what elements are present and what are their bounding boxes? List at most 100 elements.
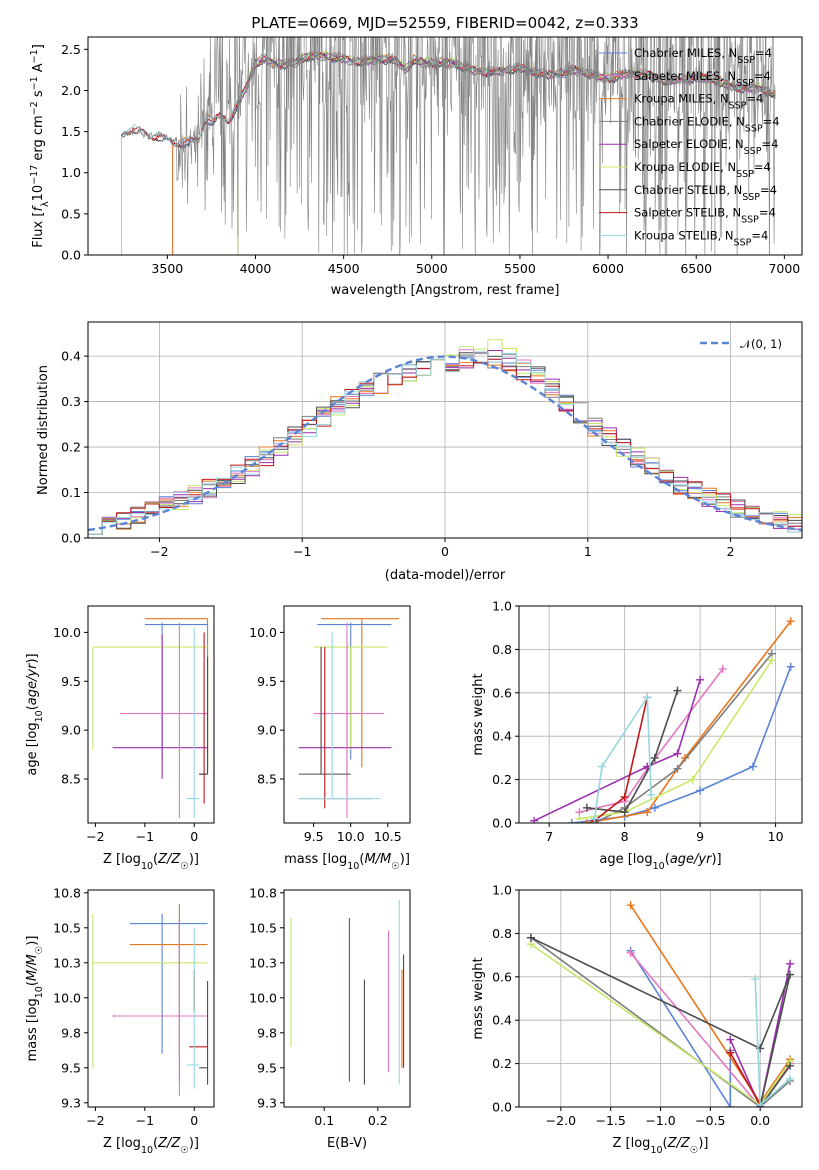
data-point-salpeter_elodie (673, 749, 682, 758)
y-tick-label: 0.4 (492, 1013, 512, 1028)
y-tick-label: 0.4 (61, 349, 81, 364)
axes-frame (283, 889, 411, 1108)
label-part: SSP (736, 169, 754, 180)
y-tick-label: 9.8 (257, 1025, 277, 1040)
data-point-chabrier_miles (726, 1103, 735, 1107)
label-part: 10 (141, 861, 153, 872)
label-part: 10 (650, 1145, 662, 1156)
plot-area (92, 618, 209, 819)
data-point-kroupa_stelib (756, 1100, 765, 1107)
axes-frame (283, 605, 411, 824)
x-tick-label: −2 (86, 829, 104, 844)
axes-frame (87, 889, 215, 1108)
data-point-salpeter_miles (626, 948, 635, 957)
y-tick-label: 0.8 (492, 926, 512, 941)
data-point-chabrier_miles (748, 762, 757, 771)
x-tick-label: −0.5 (695, 1113, 725, 1128)
x-tick-label: 0.2 (368, 1113, 388, 1128)
label-part: ] (31, 44, 46, 49)
data-point-chabrier_stelib (786, 970, 795, 979)
series-line-salpeter_miles (579, 668, 724, 813)
data-point-chabrier_elodie (673, 764, 682, 773)
observed-spectrum (121, 37, 776, 255)
x-tick-label: −2 (150, 544, 168, 559)
data-point-kroupa_miles (643, 808, 652, 817)
axes-frame (518, 605, 803, 824)
y-tick-label: 9.8 (61, 1025, 81, 1040)
x-tick-label: −1 (136, 1113, 154, 1128)
data-point-salpeter_elodie (786, 959, 795, 968)
y-tick-label: 0.2 (492, 1056, 512, 1071)
label-part: Salpeter STELIB, N (634, 206, 741, 220)
x-tick-label: 0 (190, 829, 198, 844)
data-point-kroupa_stelib (786, 1074, 795, 1083)
data-point-kroupa_elodie (575, 814, 584, 823)
data-point-kroupa_miles (582, 819, 591, 823)
data-point-chabrier_stelib (582, 803, 591, 812)
data-point-chabrier_stelib (620, 808, 629, 817)
y-tick-label: 9.5 (257, 674, 277, 689)
legend-entry: Chabrier ELODIE, NSSP=4 (634, 114, 780, 133)
y-tick-label: 0.8 (492, 642, 512, 657)
residuals-panel: −2 −1 0 1 2 0.0 0.1 0.2 0.3 0.4 (data-model)/error… (36, 321, 803, 583)
axes-frame (87, 605, 215, 824)
y-tick-label: 0.0 (61, 248, 81, 263)
legend-entry: 𝒩(0, 1) (740, 337, 782, 351)
label-part: ☉ (391, 861, 400, 872)
y-tick-label: 0.2 (492, 772, 512, 787)
y-axis-label: mass [log10(M/M☉)] (25, 936, 45, 1062)
series-line-kroupa_stelib (593, 694, 652, 819)
label-part: ☉ (180, 1145, 189, 1156)
data-point-kroupa_stelib (643, 693, 652, 702)
x-axis-label: mass [log10(M/M☉)] (284, 852, 410, 872)
label-part: =4 (755, 46, 772, 60)
label-part: =4 (754, 69, 771, 83)
label-part: SSP (744, 146, 762, 157)
y-tick-label: 10.0 (53, 625, 81, 640)
label-part: =4 (760, 183, 777, 197)
label-part: mass [log (25, 998, 40, 1061)
label-part: ☉ (180, 861, 189, 872)
label-part: Z/Z (157, 1136, 181, 1151)
age-vs-metallicity-panel: −2 −1 08.59.09.510.0Z [log10(Z/Z☉)]age [lo… (25, 605, 215, 872)
x-axis-label: (data-model)/error (385, 568, 506, 583)
label-part: ( (153, 852, 158, 867)
y-tick-label: 9.5 (61, 674, 81, 689)
label-part: SSP (745, 123, 763, 134)
x-tick-label: −1.5 (595, 1113, 625, 1128)
label-part: −1 (29, 49, 40, 63)
label-part: =4 (761, 137, 778, 151)
series-line-chabrier_elodie (530, 937, 791, 1107)
x-tick-label: 3500 (151, 261, 183, 276)
label-part: Z [log (103, 1136, 141, 1151)
x-tick-label: 2 (727, 544, 735, 559)
plot-area (298, 618, 399, 819)
y-tick-label: 2.5 (61, 42, 81, 57)
x-tick-label: −2.0 (546, 1113, 576, 1128)
label-part: =4 (759, 206, 776, 220)
data-point-chabrier_miles (786, 662, 795, 671)
label-part: E(B-V) (327, 1136, 367, 1151)
axes-frame (87, 321, 803, 539)
label-part: 10 (34, 986, 45, 998)
y-tick-label: 0.0 (61, 531, 81, 546)
y-tick-label: 0.6 (492, 969, 512, 984)
x-axis-label: Z [log10(Z/Z☉)] (103, 852, 199, 872)
data-point-chabrier_stelib (650, 753, 659, 762)
y-tick-label: 0.1 (61, 485, 81, 500)
y-tick-label: 8.5 (257, 772, 277, 787)
legend-entry: Kroupa MILES, NSSP=4 (634, 92, 763, 112)
x-tick-label: 0 (441, 544, 449, 559)
x-tick-label: 7000 (768, 261, 800, 276)
label-part: =4 (763, 114, 780, 128)
label-part: Chabrier ELODIE, N (634, 114, 745, 128)
y-axis-label: age [log10(age/yr)] (25, 653, 45, 775)
label-part: mass [log (284, 852, 347, 867)
y-tick-label: 0.0 (492, 816, 512, 831)
axes-frame (87, 36, 803, 256)
y-tick-label: 10.5 (53, 920, 81, 935)
y-tick-label: 1.0 (492, 883, 512, 898)
y-axis-label: Normed distribution (36, 365, 51, 495)
label-part: ( (25, 981, 40, 986)
